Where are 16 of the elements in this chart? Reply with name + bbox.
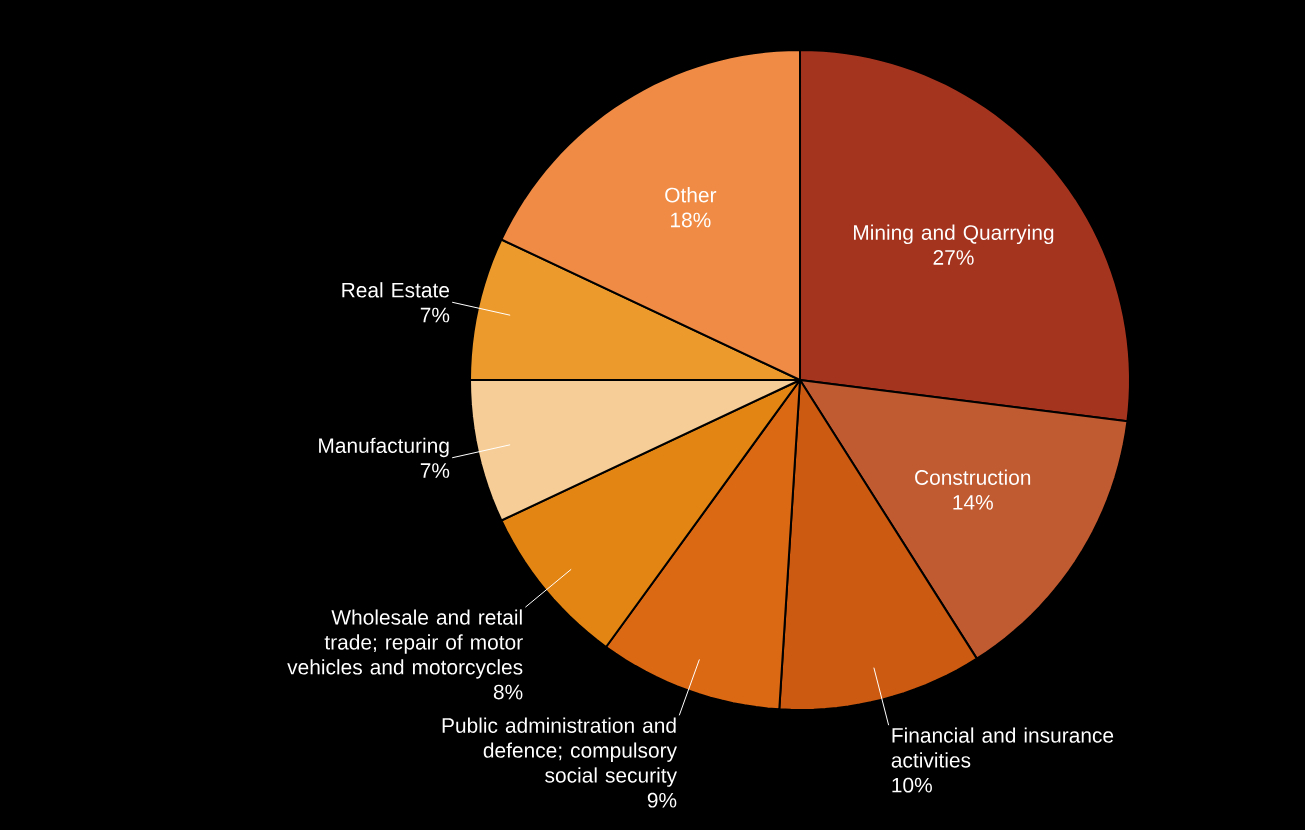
data-label: 27% xyxy=(933,250,974,265)
data-label: 10% xyxy=(892,777,932,793)
slice-label: Other xyxy=(665,187,717,203)
data-label: 14% xyxy=(953,495,993,510)
slice-label: Real Estate xyxy=(342,282,450,298)
slice-label: Construction xyxy=(915,469,1031,485)
data-label: 8% xyxy=(493,684,523,700)
slice-label: Manufacturing xyxy=(319,437,449,458)
slice-label: Financial and insurance activities xyxy=(891,727,1114,768)
data-label: 7% xyxy=(420,463,450,478)
data-label: 9% xyxy=(647,792,677,808)
slice-label: Mining and Quarrying xyxy=(854,224,1054,245)
slice-label: Wholesale and retail trade; repair of motor vehicles and motorcycles xyxy=(287,609,523,679)
slice-label: Public administration and defence; compulsory social security xyxy=(442,717,677,787)
data-label: 7% xyxy=(420,307,450,323)
data-label: 18% xyxy=(671,212,711,228)
